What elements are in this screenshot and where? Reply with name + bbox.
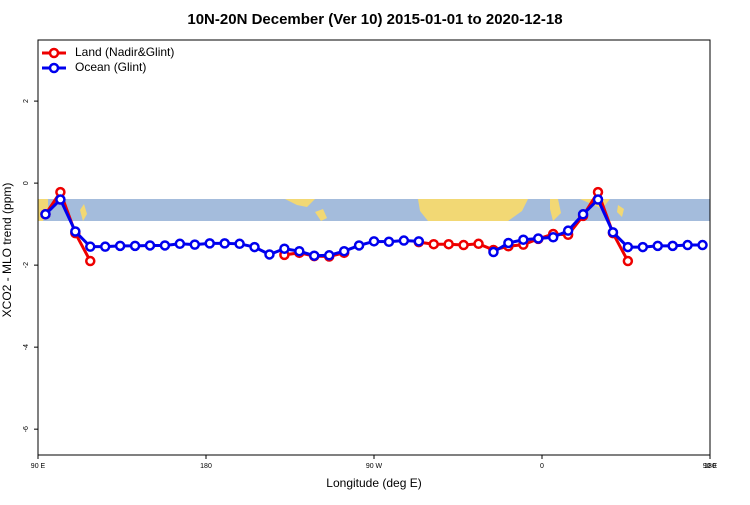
point <box>473 238 484 250</box>
x-tick-label: 180 <box>704 463 716 470</box>
point <box>577 209 589 220</box>
point <box>309 250 320 261</box>
point <box>338 245 350 257</box>
point <box>637 241 649 253</box>
point <box>279 243 290 254</box>
x-tick-label: 90 E <box>703 463 718 470</box>
point <box>294 245 305 257</box>
point <box>189 239 201 250</box>
point <box>219 238 230 249</box>
map-band <box>38 199 710 221</box>
point <box>159 240 171 251</box>
chart-title: 10N-20N December (Ver 10) 2015-01-01 to … <box>187 11 562 28</box>
point <box>562 225 574 236</box>
point <box>144 240 156 251</box>
point <box>547 231 559 243</box>
legend-label: Ocean (Glint) <box>75 60 146 74</box>
point <box>40 209 51 220</box>
y-tick-label: -4 <box>23 344 30 350</box>
legend-label: Land (Nadir&Glint) <box>75 45 174 59</box>
point <box>607 227 619 238</box>
point <box>622 241 634 253</box>
point <box>622 255 634 267</box>
point <box>667 240 678 252</box>
point <box>413 236 425 247</box>
x-axis-label: Longitude (deg E) <box>326 476 421 490</box>
point <box>428 238 439 250</box>
point <box>533 233 544 244</box>
y-tick-label: -2 <box>23 262 30 268</box>
point <box>55 194 66 205</box>
y-tick-label: 2 <box>23 99 30 103</box>
legend-marker <box>48 47 60 59</box>
x-tick-label: 180 <box>200 463 212 470</box>
point <box>353 240 365 251</box>
point <box>488 246 499 258</box>
point <box>368 236 380 247</box>
point <box>398 235 410 246</box>
point <box>85 241 96 252</box>
point <box>234 238 245 250</box>
point <box>85 255 96 267</box>
point <box>114 240 126 252</box>
point <box>443 238 454 250</box>
y-tick-label: -6 <box>23 426 30 432</box>
point <box>518 234 529 245</box>
x-tick-label: 90 E <box>31 463 46 470</box>
point <box>204 238 215 249</box>
x-tick-label: 90 W <box>366 463 383 470</box>
point <box>264 249 275 260</box>
point <box>503 237 514 249</box>
point <box>383 236 395 248</box>
point <box>682 239 693 251</box>
point <box>652 240 663 252</box>
point <box>129 240 141 252</box>
point <box>249 241 260 253</box>
point <box>458 239 469 251</box>
point <box>99 241 111 252</box>
y-tick-label: 0 <box>23 181 30 185</box>
point <box>592 194 604 205</box>
point <box>70 226 81 237</box>
point <box>697 239 708 251</box>
legend-marker <box>48 62 60 74</box>
x-tick-label: 0 <box>540 463 544 470</box>
point <box>174 238 186 250</box>
point <box>323 250 335 261</box>
y-axis-label: XCO2 - MLO trend (ppm) <box>0 183 14 318</box>
